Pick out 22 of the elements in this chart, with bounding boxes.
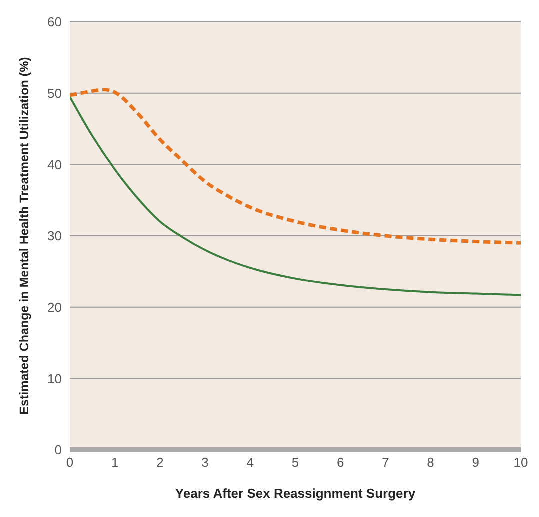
x-tick-label: 10: [514, 455, 528, 470]
y-tick-label: 10: [48, 371, 62, 386]
line-series: [70, 88, 521, 245]
x-tick-label: 1: [111, 455, 119, 470]
y-tick-label: 60: [48, 14, 62, 30]
y-tick-label: 50: [48, 86, 62, 101]
x-tick-label: 7: [382, 455, 390, 470]
y-tick-label: 30: [48, 228, 62, 244]
x-axis-title: Years After Sex Reassignment Surgery: [175, 486, 416, 501]
line-series: [70, 96, 521, 296]
x-tick-label: 9: [472, 455, 480, 470]
x-tick-label: 5: [292, 455, 300, 470]
y-axis-title: Estimated Change in Mental Health Treatment Utilization (%): [17, 57, 32, 415]
x-tick-label: 3: [202, 455, 209, 470]
y-tick-label: 0: [54, 442, 62, 458]
y-tick-label: 20: [48, 300, 62, 315]
x-tick-label: 2: [156, 455, 164, 470]
x-tick-label: 0: [66, 455, 74, 470]
x-tick-label: 8: [427, 455, 434, 470]
x-tick-label: 4: [246, 455, 254, 470]
x-tick-label: 6: [336, 455, 344, 470]
y-tick-label: 40: [48, 157, 62, 172]
